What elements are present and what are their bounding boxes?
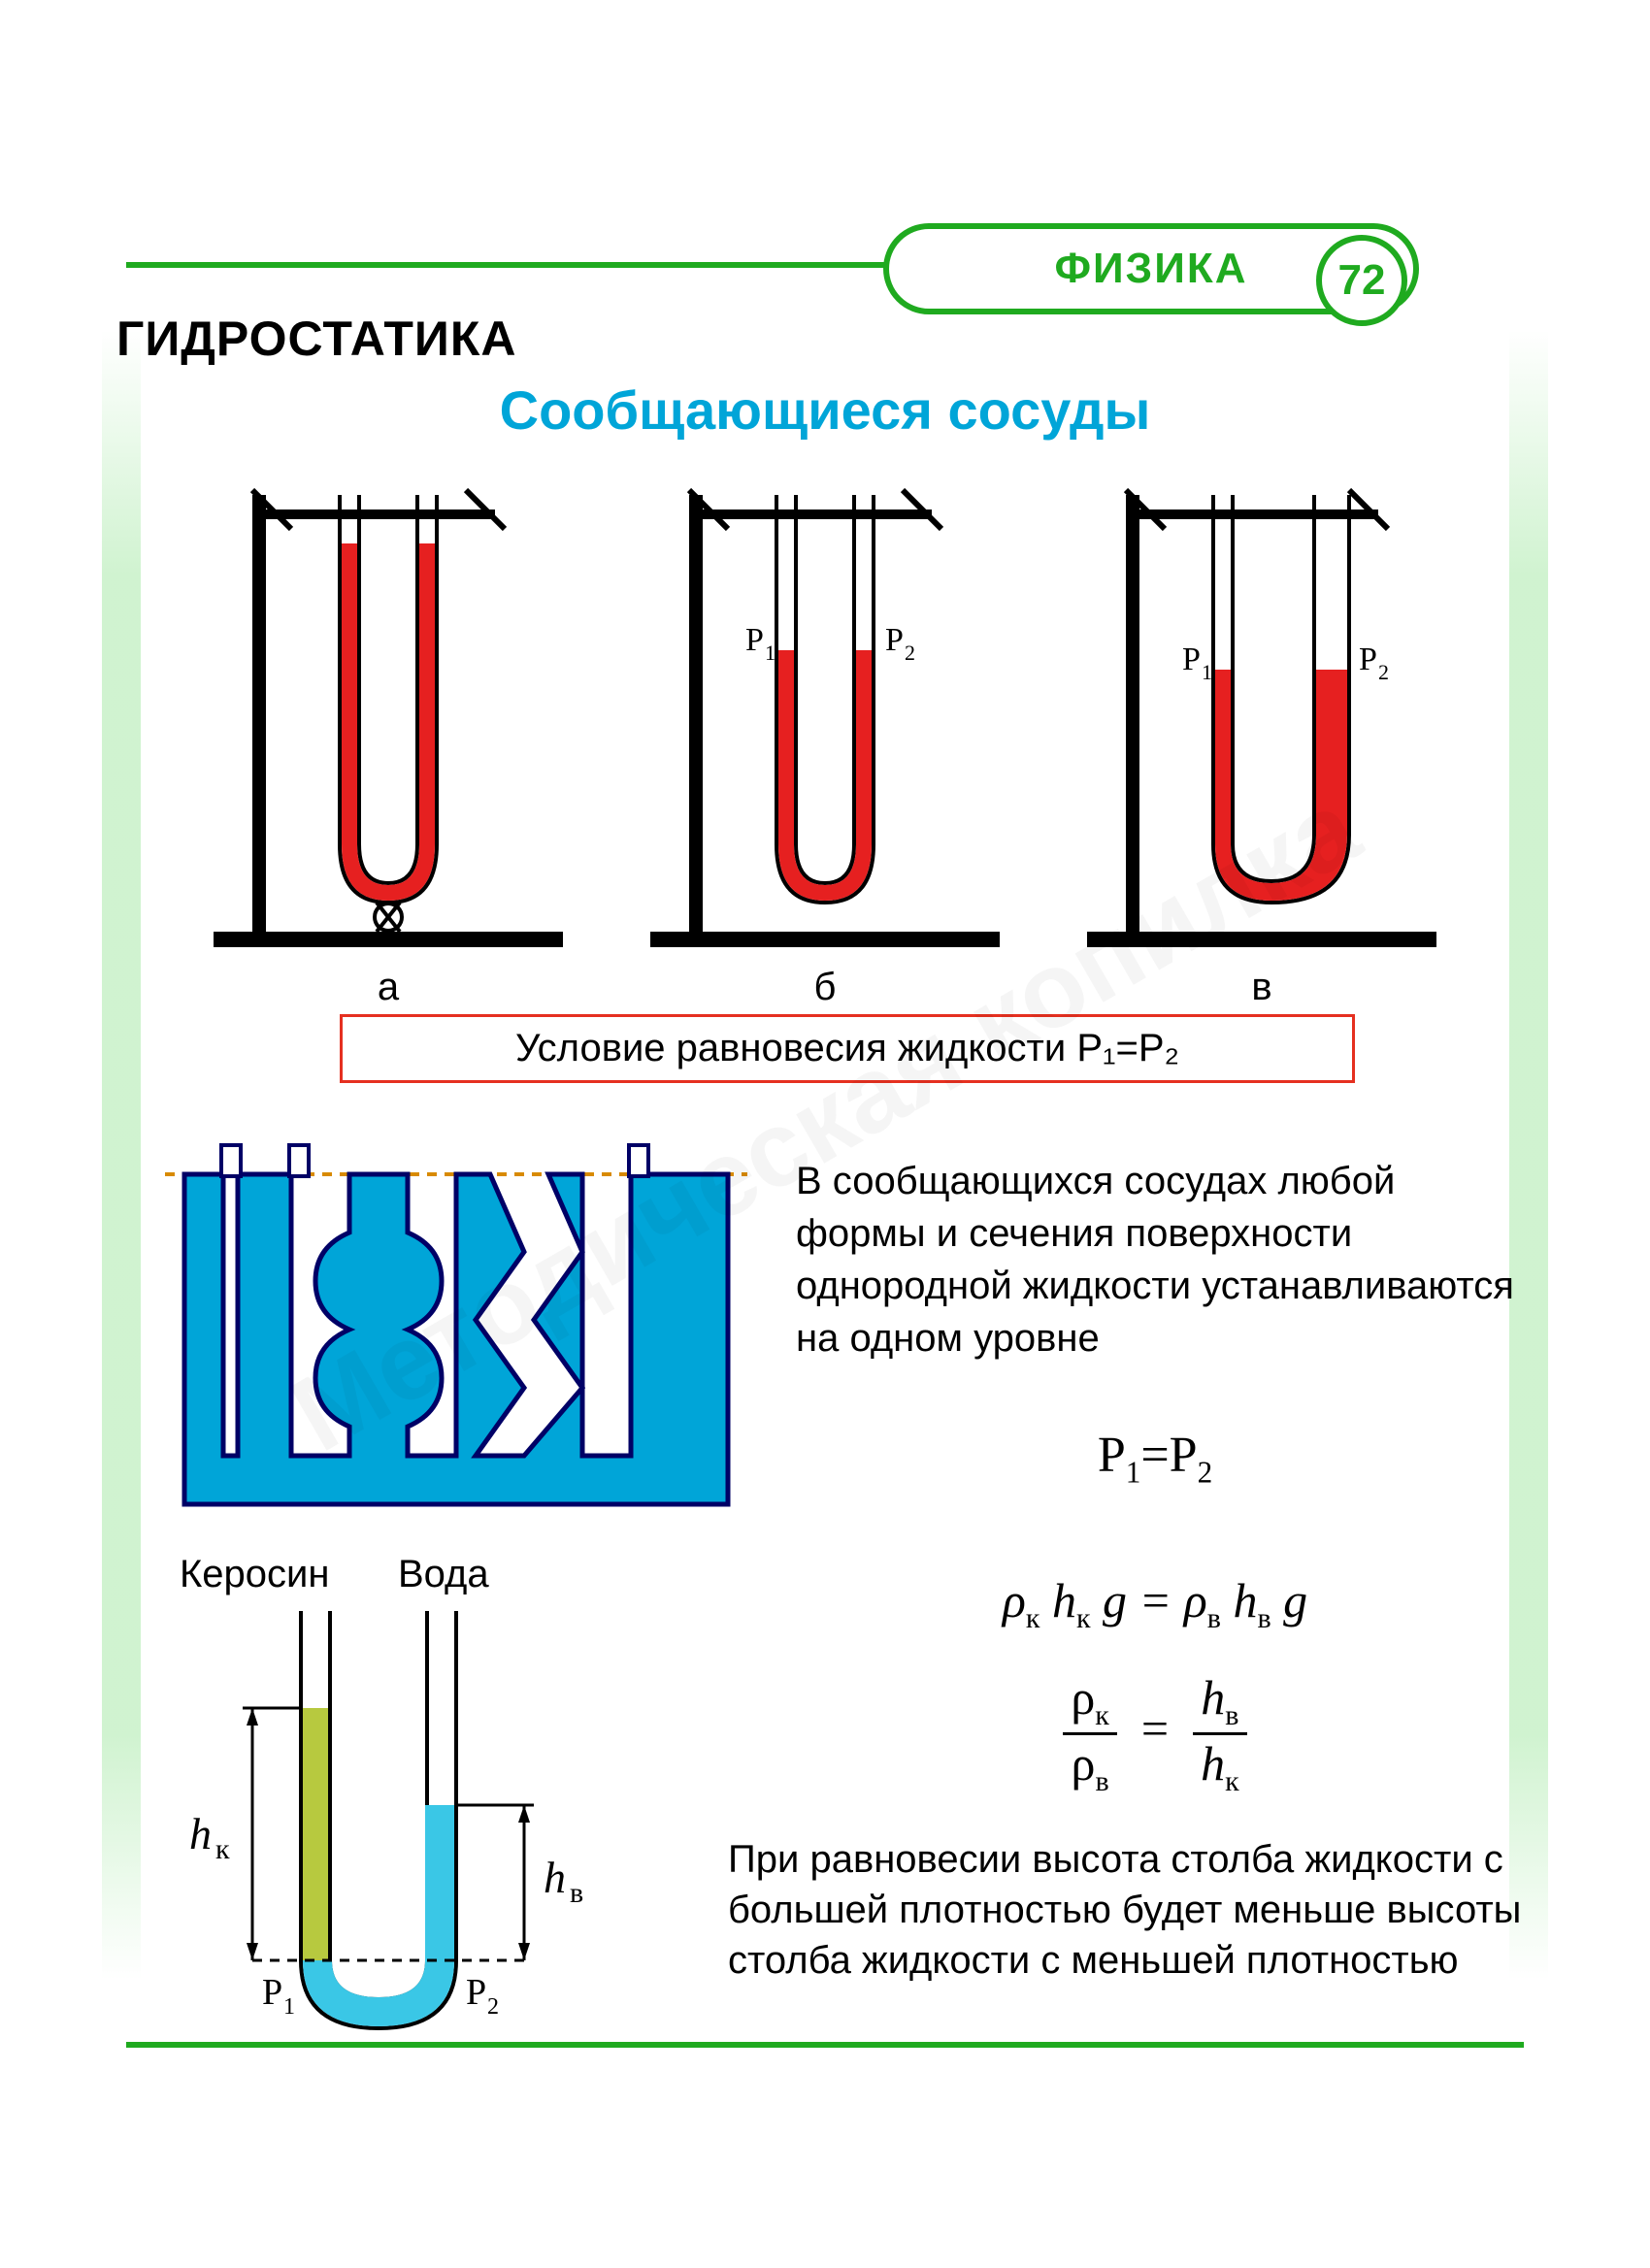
svg-text:1: 1 <box>283 1994 295 2020</box>
formula-fraction: ρк ρв = hв hк <box>796 1669 1514 1798</box>
svg-text:P: P <box>745 622 764 658</box>
svg-text:1: 1 <box>765 641 776 665</box>
footer-rule <box>126 2042 1524 2048</box>
utube-label-c: в <box>1068 966 1456 1009</box>
decor-gradient-right <box>1509 330 1548 1980</box>
utube-b: P 1 P 2 б <box>631 456 1019 961</box>
subject-pill: ФИЗИКА 72 <box>883 223 1419 314</box>
utube-label-b: б <box>631 966 1019 1009</box>
formula-p1-p2: P1=P2 <box>796 1427 1514 1490</box>
svg-text:2: 2 <box>905 641 915 665</box>
svg-text:P: P <box>1359 641 1377 677</box>
header: ФИЗИКА 72 <box>126 223 1524 311</box>
utube-svg-b: P 1 P 2 <box>631 456 1019 961</box>
utube-row: а P 1 P 2 б <box>194 456 1456 961</box>
shapes-vessel <box>165 1116 747 1533</box>
utube-c: P 1 P 2 в <box>1068 456 1456 961</box>
svg-text:h: h <box>544 1853 566 1902</box>
water-label: Вода <box>398 1553 489 1596</box>
utube-svg-c: P 1 P 2 <box>1068 456 1456 961</box>
paragraph-1: В сообщающихся сосудах любой формы и сеч… <box>796 1155 1514 1364</box>
kerosene-label: Керосин <box>180 1553 329 1596</box>
utube-a: а <box>194 456 582 961</box>
page-number: 72 <box>1316 235 1407 326</box>
svg-text:h: h <box>189 1809 212 1858</box>
two-liquid-svg: h к h в P 1 P 2 <box>155 1601 660 2057</box>
svg-text:2: 2 <box>487 1994 499 2020</box>
svg-text:P: P <box>885 622 904 658</box>
section-title: ГИДРОСТАТИКА <box>116 311 516 367</box>
utube-label-a: а <box>194 966 582 1009</box>
svg-text:P: P <box>1182 641 1201 677</box>
svg-text:2: 2 <box>1378 660 1389 684</box>
page: ФИЗИКА 72 ГИДРОСТАТИКА Сообщающиеся сосу… <box>126 214 1524 2028</box>
svg-text:P: P <box>466 1972 486 2013</box>
subject-label: ФИЗИКА <box>1055 245 1248 293</box>
two-liquid-utube: h к h в P 1 P 2 <box>155 1601 660 2057</box>
utube-svg-a <box>194 456 582 961</box>
svg-text:P: P <box>262 1972 282 2013</box>
svg-text:к: к <box>215 1833 230 1865</box>
shapes-svg <box>165 1116 747 1533</box>
paragraph-2: При равновесии высота столба жидкости с … <box>728 1834 1524 1986</box>
topic-title: Сообщающиеся сосуды <box>126 378 1524 442</box>
svg-text:в: в <box>570 1877 583 1909</box>
condition-box: Условие равновесия жидкости P₁=P₂ <box>340 1014 1355 1083</box>
svg-text:1: 1 <box>1202 660 1212 684</box>
decor-gradient-left <box>102 330 141 1980</box>
formula-rho-line: ρк hк g = ρв hв g <box>796 1572 1514 1635</box>
